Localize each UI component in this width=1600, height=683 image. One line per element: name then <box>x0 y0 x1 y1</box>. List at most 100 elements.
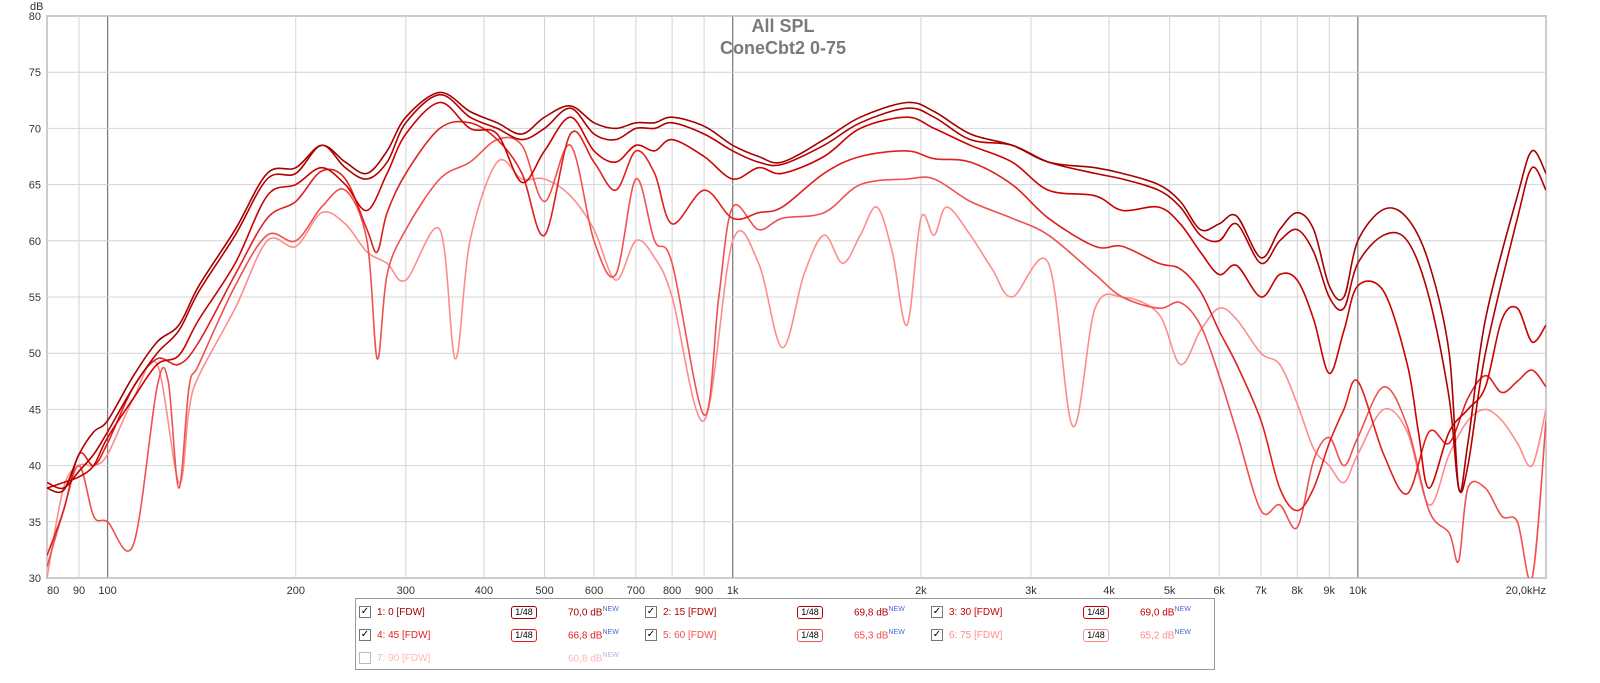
x-tick-label: 9k <box>1323 585 1335 597</box>
x-axis-ticks: 80 90 100 200 300 400 500 600 700 800 900 1k 2k 3k 4k 5… <box>47 585 1546 597</box>
legend-label: 5: 60 [FDW] <box>663 629 717 641</box>
new-badge: NEW <box>888 629 905 636</box>
smoothing-label: 1/48 <box>797 605 823 619</box>
legend-label: 2: 15 [FDW] <box>663 606 717 618</box>
x-tick-label: 400 <box>475 585 493 597</box>
series-line-4 <box>47 120 1546 556</box>
x-tick-label: 900 <box>695 585 713 597</box>
y-tick-label: 35 <box>29 517 41 529</box>
legend-item: ✓ 6: 75 [FDW] <box>931 626 1002 644</box>
x-tick-label: 4k <box>1103 585 1115 597</box>
smoothing-label: 1/48 <box>1083 605 1109 619</box>
x-tick-label: 700 <box>627 585 645 597</box>
x-tick-label: 3k <box>1025 585 1037 597</box>
plot-grid <box>46 15 1547 579</box>
legend-checkbox[interactable]: ✓ <box>645 629 657 641</box>
smoothing-label: 1/48 <box>797 628 823 642</box>
y-tick-label: 40 <box>29 461 41 473</box>
y-tick-label: 45 <box>29 404 41 416</box>
legend-checkbox[interactable]: ✓ <box>359 629 371 641</box>
legend-value-text: 69,8 dB <box>854 607 889 619</box>
legend-item: 7: 90 [FDW] <box>359 649 430 667</box>
legend-label: 3: 30 [FDW] <box>949 606 1003 618</box>
y-tick-label: 50 <box>29 348 41 360</box>
x-tick-label: 90 <box>73 585 85 597</box>
chart-title: All SPL <box>751 16 814 36</box>
series-line-5 <box>47 136 1546 578</box>
y-tick-label: 75 <box>29 67 41 79</box>
legend-value-text: 65,2 dB <box>1140 630 1175 642</box>
legend-label: 6: 75 [FDW] <box>949 629 1003 641</box>
legend-value: 69,0 dBNEW <box>1140 606 1191 618</box>
x-tick-label: 8k <box>1291 585 1303 597</box>
legend-item: ✓ 3: 30 [FDW] <box>931 603 1002 621</box>
y-tick-label: 65 <box>29 180 41 192</box>
legend-label: 1: 0 [FDW] <box>377 606 425 618</box>
x-tick-label: 80 <box>47 585 59 597</box>
smoothing-button[interactable]: 1/48 <box>507 605 541 619</box>
y-tick-label: 80 <box>29 11 41 23</box>
y-tick-label: 55 <box>29 292 41 304</box>
legend-value-text: 65,3 dB <box>854 630 889 642</box>
y-tick-label: 70 <box>29 123 41 135</box>
new-badge: NEW <box>1174 629 1191 636</box>
legend-label: 4: 45 [FDW] <box>377 629 431 641</box>
y-axis-ticks: 30 35 40 45 50 55 60 65 70 75 80 <box>29 11 41 585</box>
legend-checkbox[interactable]: ✓ <box>645 606 657 618</box>
new-badge: NEW <box>602 606 619 613</box>
x-tick-label: 800 <box>663 585 681 597</box>
y-tick-label: 60 <box>29 236 41 248</box>
chart-subtitle: ConeCbt2 0-75 <box>720 38 846 58</box>
smoothing-button[interactable]: 1/48 <box>1079 605 1113 619</box>
series-line-3 <box>47 101 1546 489</box>
legend-checkbox[interactable] <box>359 652 371 664</box>
legend-panel: ✓ 1: 0 [FDW] 1/48 70,0 dBNEW ✓ 2: 15 [FDW] 1/4… <box>355 598 1215 670</box>
legend-item: ✓ 1: 0 [FDW] <box>359 603 425 621</box>
x-tick-label: 500 <box>535 585 553 597</box>
legend-label: 7: 90 [FDW] <box>377 652 431 664</box>
legend-value: 65,3 dBNEW <box>854 629 905 641</box>
legend-item: ✓ 5: 60 [FDW] <box>645 626 716 644</box>
legend-checkbox[interactable]: ✓ <box>931 606 943 618</box>
smoothing-button[interactable]: 1/48 <box>1079 628 1113 642</box>
x-tick-label: 300 <box>397 585 415 597</box>
y-tick-label: 30 <box>29 573 41 585</box>
legend-value: 70,0 dBNEW <box>568 606 619 618</box>
legend-value-text: 69,0 dB <box>1140 607 1175 619</box>
series-line-2 <box>47 93 1546 494</box>
legend-item: ✓ 2: 15 [FDW] <box>645 603 716 621</box>
new-badge: NEW <box>1174 606 1191 613</box>
smoothing-button[interactable]: 1/48 <box>507 628 541 642</box>
legend-checkbox[interactable]: ✓ <box>931 629 943 641</box>
legend-value-text: 70,0 dB <box>568 607 603 619</box>
smoothing-button[interactable]: 1/48 <box>793 628 827 642</box>
series-line-1 <box>47 91 1546 494</box>
legend-value: 66,8 dBNEW <box>568 629 619 641</box>
x-tick-label: 600 <box>585 585 603 597</box>
new-badge: NEW <box>602 652 619 659</box>
legend-value: 69,8 dBNEW <box>854 606 905 618</box>
legend-value: 60,8 dBNEW <box>568 652 619 664</box>
x-tick-label: 1k <box>727 585 739 597</box>
spl-chart: 30 35 40 45 50 55 60 65 70 75 80 80 90 100 200 300 400 5… <box>29 1 1547 597</box>
legend-checkbox[interactable]: ✓ <box>359 606 371 618</box>
smoothing-label: 1/48 <box>1083 628 1109 642</box>
legend-value-text: 60,8 dB <box>568 653 603 665</box>
x-tick-label: 5k <box>1164 585 1176 597</box>
x-tick-label: 20,0kHz <box>1506 585 1546 597</box>
smoothing-label: 1/48 <box>511 628 537 642</box>
new-badge: NEW <box>888 606 905 613</box>
x-tick-label: 6k <box>1213 585 1225 597</box>
legend-value: 65,2 dBNEW <box>1140 629 1191 641</box>
x-tick-label: 7k <box>1255 585 1267 597</box>
x-tick-label: 100 <box>98 585 116 597</box>
smoothing-button[interactable]: 1/48 <box>793 605 827 619</box>
x-tick-label: 10k <box>1349 585 1367 597</box>
x-tick-label: 2k <box>915 585 927 597</box>
legend-item: ✓ 4: 45 [FDW] <box>359 626 430 644</box>
x-tick-label: 200 <box>287 585 305 597</box>
series-lines <box>47 91 1546 578</box>
smoothing-label: 1/48 <box>511 605 537 619</box>
new-badge: NEW <box>602 629 619 636</box>
legend-value-text: 66,8 dB <box>568 630 603 642</box>
